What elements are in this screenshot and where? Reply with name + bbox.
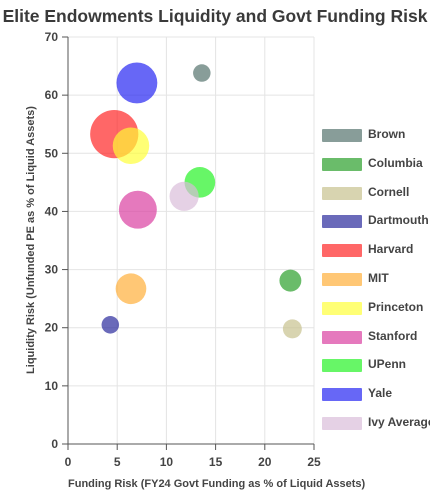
legend-swatch	[322, 416, 362, 430]
legend-label: MIT	[368, 270, 389, 285]
axes	[62, 36, 315, 450]
y-tick-label: 10	[45, 379, 59, 393]
legend-label: Yale	[368, 386, 393, 401]
legend-swatch	[322, 330, 362, 344]
legend-swatch	[322, 244, 362, 258]
legend-item-ivy-average: Ivy Average	[322, 414, 430, 443]
y-tick-label: 40	[45, 204, 59, 218]
legend-label: Harvard	[368, 242, 414, 257]
legend-item-mit: MIT	[322, 270, 430, 299]
bubbles	[90, 62, 302, 339]
x-tick-label: 5	[114, 455, 121, 469]
y-tick-label: 50	[45, 146, 59, 160]
x-tick-label: 10	[160, 455, 174, 469]
legend-item-yale: Yale	[322, 385, 430, 414]
bubble-yale	[116, 62, 158, 104]
legend-item-cornell: Cornell	[322, 184, 430, 213]
legend-item-dartmouth: Dartmouth	[322, 212, 430, 241]
y-tick-label: 30	[45, 263, 59, 277]
x-tick-label: 25	[307, 455, 321, 469]
legend-label: Cornell	[368, 184, 410, 199]
legend-swatch	[322, 359, 362, 373]
legend-swatch	[322, 157, 362, 171]
legend-label: Dartmouth	[368, 213, 429, 228]
legend: Brown Columbia Cornell Dartmouth Harvard MIT P…	[322, 126, 430, 443]
legend-item-upenn: UPenn	[322, 356, 430, 385]
legend-swatch	[322, 388, 362, 402]
bubble-mit	[115, 273, 147, 305]
legend-item-columbia: Columbia	[322, 155, 430, 184]
bubble-princeton	[112, 127, 150, 164]
bubble-columbia	[279, 269, 302, 292]
bubble-dartmouth	[101, 316, 120, 334]
y-tick-label: 0	[51, 437, 58, 451]
legend-item-harvard: Harvard	[322, 241, 430, 270]
y-axis-title-text: Liquidity Risk (Unfunded PE as % of Liqu…	[25, 106, 37, 374]
chart-title: Elite Endowments Liquidity and Govt Fund…	[2, 6, 428, 26]
y-tick-label: 20	[45, 321, 59, 335]
y-tick-label: 60	[45, 88, 59, 102]
legend-label: UPenn	[368, 357, 407, 372]
legend-item-stanford: Stanford	[322, 328, 430, 357]
legend-label: Columbia	[368, 155, 423, 170]
legend-swatch	[322, 301, 362, 315]
bubble-stanford	[118, 190, 157, 229]
bubble-cornell	[282, 319, 302, 339]
x-tick-label: 20	[258, 455, 272, 469]
legend-swatch	[322, 129, 362, 142]
legend-label: Brown	[368, 127, 406, 141]
bubble-brown	[193, 64, 211, 82]
x-axis-title: Funding Risk (FY24 Govt Funding as % of …	[68, 478, 366, 490]
tick-labels: 0 5 10 15 20 25 0 10 20 30 40 50 60 70	[45, 30, 321, 469]
grid-lines	[67, 36, 315, 445]
legend-label: Princeton	[368, 299, 424, 314]
x-tick-label: 0	[65, 455, 72, 469]
legend-swatch	[322, 186, 362, 200]
legend-item-princeton: Princeton	[322, 299, 430, 328]
legend-label: Ivy Average	[368, 414, 430, 429]
legend-swatch	[322, 215, 362, 229]
legend-item-brown: Brown	[322, 126, 430, 155]
x-tick-label: 15	[209, 455, 223, 469]
y-tick-label: 70	[45, 30, 59, 44]
legend-label: Stanford	[368, 328, 418, 343]
bubble-ivy-average	[169, 181, 199, 211]
legend-swatch	[322, 272, 362, 286]
